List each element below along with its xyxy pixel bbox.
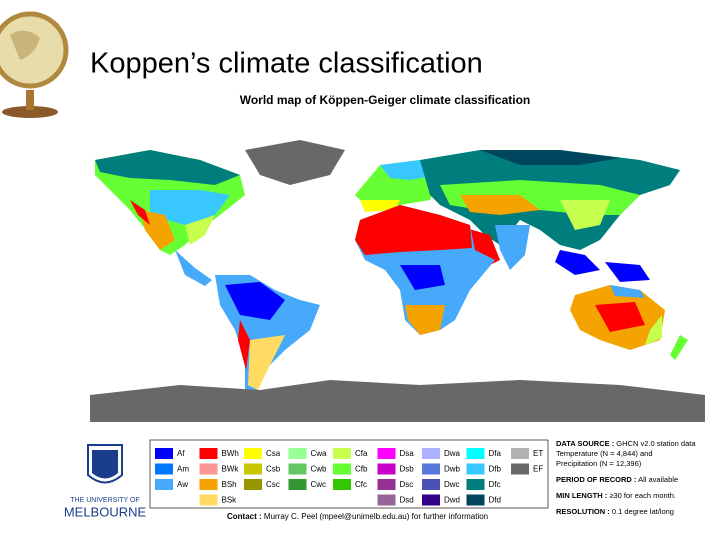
legend-code: Csc — [266, 480, 280, 489]
legend-code: Cfc — [355, 480, 367, 489]
legend-code: Cfb — [355, 465, 368, 474]
legend-swatch — [244, 448, 262, 459]
legend-code: Cwb — [311, 465, 328, 474]
info-block: DATA SOURCE : GHCN v2.0 station dataTemp… — [556, 439, 696, 516]
legend-code: EF — [533, 465, 543, 474]
legend-code: Af — [177, 449, 185, 458]
legend-code: Dsb — [400, 465, 415, 474]
legend-swatch — [377, 463, 396, 475]
contact-label: Contact : — [227, 512, 262, 521]
info-line: Precipitation (N = 12,396) — [556, 459, 642, 468]
legend-code: BWh — [222, 449, 239, 458]
legend-code: Aw — [177, 480, 188, 489]
legend-code: Cwa — [311, 449, 328, 458]
legend-swatch — [377, 479, 396, 490]
legend-swatch — [155, 463, 173, 475]
info-text: Precipitation (N = 12,396) — [556, 459, 642, 468]
university-logo: THE UNIVERSITY OF MELBOURNE — [64, 444, 147, 519]
legend-swatch — [377, 494, 396, 506]
legend-swatch — [244, 479, 262, 490]
legend-swatch — [199, 494, 218, 506]
legend-swatch — [244, 463, 262, 475]
globe-icon — [0, 11, 69, 118]
legend-code: ET — [533, 449, 543, 458]
legend-code: Dsd — [400, 496, 414, 505]
slide-title: Koppen’s climate classification — [90, 48, 483, 80]
legend-swatch — [377, 448, 396, 459]
legend-box — [149, 439, 549, 509]
legend-code: Cwc — [311, 480, 327, 489]
legend-code: Am — [177, 465, 189, 474]
logo-line: MELBOURNE — [64, 504, 147, 519]
info-line: PERIOD OF RECORD : All available — [556, 475, 678, 484]
legend-swatch — [511, 448, 529, 459]
legend-code: Csa — [266, 449, 281, 458]
info-text: All available — [638, 475, 678, 484]
legend: Af Am Aw BWh BWk BSh BSk Csa Csb Csc Cwa Cwb Cwc Cfa C… — [155, 448, 543, 506]
legend-swatch — [155, 479, 173, 490]
legend-swatch — [333, 448, 351, 459]
legend-code: Csb — [266, 465, 281, 474]
legend-code: Dsc — [400, 480, 414, 489]
info-line: MIN LENGTH : ≥30 for each month. — [556, 491, 676, 500]
legend-swatch — [288, 448, 307, 459]
legend-swatch — [422, 494, 440, 506]
legend-code: BWk — [222, 465, 240, 474]
info-label: MIN LENGTH : — [556, 491, 607, 500]
legend-code: Dfb — [489, 465, 502, 474]
legend-code: Dfc — [489, 480, 501, 489]
legend-code: Dwb — [444, 465, 461, 474]
legend-swatch — [155, 448, 173, 459]
info-text: 0.1 degree lat/long — [612, 507, 674, 516]
contact-text: Murray C. Peel (mpeel@unimelb.edu.au) fo… — [264, 512, 488, 521]
info-text: ≥30 for each month. — [609, 491, 676, 500]
contact: Contact : Murray C. Peel (mpeel@unimelb.… — [227, 512, 488, 521]
legend-code: BSh — [222, 480, 237, 489]
legend-swatch — [422, 479, 440, 490]
legend-swatch — [466, 448, 485, 459]
legend-swatch — [466, 494, 485, 506]
info-line: Temperature (N = 4,844) and — [556, 449, 653, 458]
info-line: RESOLUTION : 0.1 degree lat/long — [556, 507, 674, 516]
legend-swatch — [199, 448, 218, 459]
legend-swatch — [288, 479, 307, 490]
legend-swatch — [466, 479, 485, 490]
legend-code: Dfd — [489, 496, 501, 505]
legend-code: BSk — [222, 496, 238, 505]
legend-swatch — [288, 463, 307, 475]
legend-swatch — [466, 463, 485, 475]
legend-swatch — [333, 479, 351, 490]
legend-code: Dfa — [489, 449, 502, 458]
legend-code: Cfa — [355, 449, 368, 458]
legend-swatch — [199, 479, 218, 490]
info-text: GHCN v2.0 station data — [616, 439, 696, 448]
legend-swatch — [333, 463, 351, 475]
legend-code: Dwa — [444, 449, 461, 458]
info-label: DATA SOURCE : — [556, 439, 614, 448]
legend-code: Dwd — [444, 496, 460, 505]
legend-code: Dsa — [400, 449, 415, 458]
info-label: PERIOD OF RECORD : — [556, 475, 636, 484]
info-line: DATA SOURCE : GHCN v2.0 station data — [556, 439, 696, 448]
logo-line: THE UNIVERSITY OF — [70, 497, 140, 504]
legend-swatch — [422, 448, 440, 459]
legend-swatch — [511, 463, 529, 475]
legend-swatch — [199, 463, 218, 475]
legend-swatch — [422, 463, 440, 475]
world-map — [90, 140, 705, 422]
info-label: RESOLUTION : — [556, 507, 610, 516]
map-title: World map of Köppen-Geiger climate class… — [240, 93, 531, 107]
info-text: Temperature (N = 4,844) and — [556, 449, 653, 458]
legend-code: Dwc — [444, 480, 460, 489]
